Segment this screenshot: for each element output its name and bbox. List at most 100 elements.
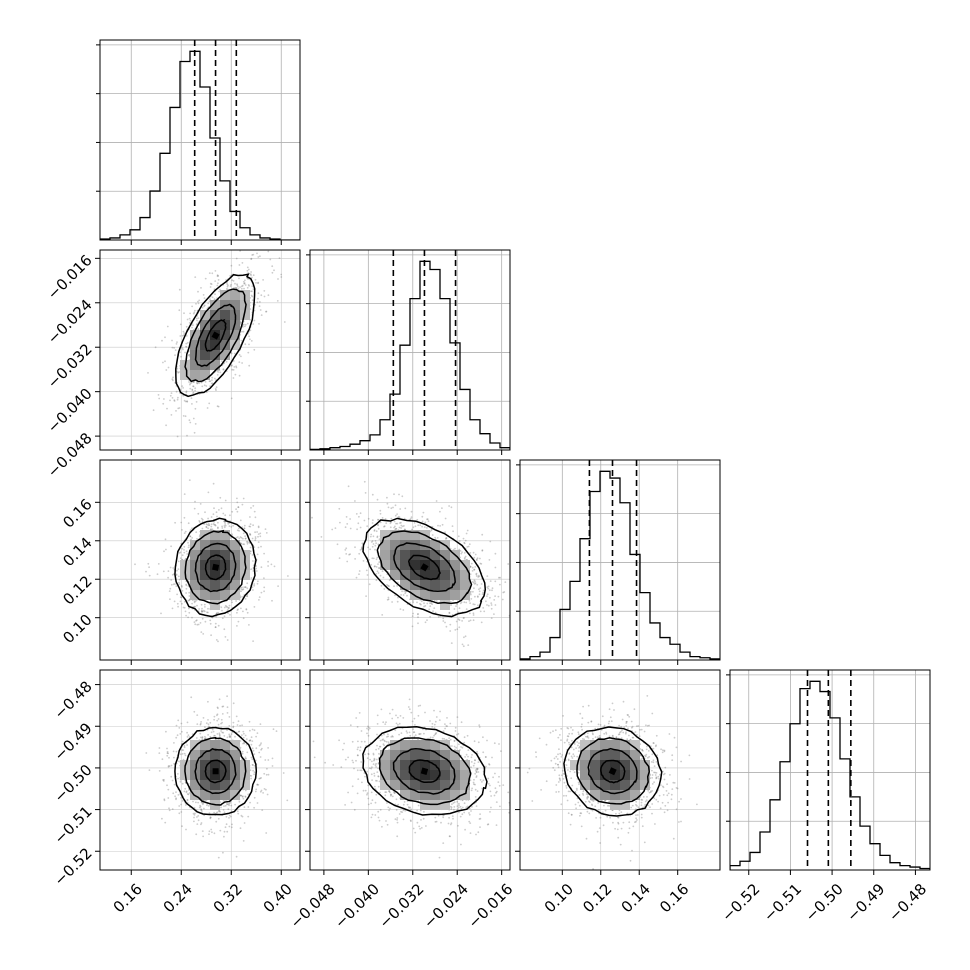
scatter-point bbox=[248, 624, 250, 626]
scatter-point bbox=[186, 553, 189, 555]
scatter-point bbox=[249, 532, 251, 535]
scatter-point bbox=[251, 299, 254, 302]
scatter-point bbox=[382, 576, 385, 579]
scatter-point bbox=[250, 294, 253, 297]
scatter-point bbox=[254, 531, 256, 534]
scatter-point bbox=[358, 552, 361, 555]
scatter-point bbox=[178, 727, 181, 729]
scatter-point bbox=[507, 563, 510, 565]
scatter-point bbox=[491, 589, 493, 592]
scatter-point bbox=[246, 542, 249, 545]
scatter-point bbox=[458, 626, 461, 629]
scatter-point bbox=[354, 546, 356, 549]
scatter-point bbox=[255, 747, 258, 750]
scatter-point bbox=[186, 318, 189, 321]
scatter-point bbox=[397, 596, 399, 599]
scatter-point bbox=[358, 515, 360, 518]
scatter-point bbox=[479, 587, 482, 589]
scatter-point bbox=[181, 554, 184, 557]
scatter-point bbox=[423, 602, 425, 605]
density-cell bbox=[220, 550, 230, 560]
scatter-point bbox=[453, 608, 456, 610]
scatter-point bbox=[378, 538, 381, 541]
scatter-point bbox=[432, 610, 434, 612]
scatter-point bbox=[472, 603, 475, 606]
scatter-point bbox=[192, 392, 195, 395]
scatter-point bbox=[212, 523, 215, 525]
scatter-point bbox=[233, 352, 236, 355]
scatter-point bbox=[203, 384, 206, 387]
scatter-point bbox=[229, 613, 231, 616]
scatter-point bbox=[217, 611, 220, 614]
scatter-point bbox=[212, 730, 215, 733]
scatter-point bbox=[262, 792, 264, 794]
scatter-point bbox=[134, 563, 136, 566]
scatter-point bbox=[494, 566, 497, 569]
scatter-point bbox=[481, 533, 484, 536]
scatter-point bbox=[241, 586, 243, 589]
scatter-point bbox=[375, 558, 378, 561]
scatter-point bbox=[468, 543, 471, 546]
scatter-point bbox=[414, 525, 417, 528]
scatter-point bbox=[334, 527, 337, 529]
scatter-point bbox=[523, 588, 525, 590]
scatter-point bbox=[493, 613, 495, 615]
scatter-point bbox=[260, 591, 263, 594]
scatter-point bbox=[246, 266, 249, 269]
scatter-point bbox=[239, 794, 242, 797]
grid-lines bbox=[310, 250, 510, 450]
scatter-point bbox=[174, 349, 177, 351]
density-cell bbox=[460, 560, 470, 570]
scatter-point bbox=[476, 557, 479, 560]
scatter-point bbox=[469, 592, 472, 595]
scatter-point bbox=[184, 557, 187, 560]
scatter-point bbox=[202, 294, 205, 296]
scatter-point bbox=[229, 275, 232, 277]
scatter-point bbox=[266, 767, 268, 770]
density-cell bbox=[200, 590, 210, 600]
scatter-point bbox=[422, 511, 425, 514]
scatter-point bbox=[193, 507, 196, 510]
scatter-point bbox=[277, 278, 279, 280]
scatter-point bbox=[493, 599, 496, 601]
scatter-point bbox=[175, 791, 177, 793]
scatter-point bbox=[251, 554, 254, 556]
scatter-point bbox=[200, 381, 203, 384]
scatter-point bbox=[448, 505, 450, 507]
scatter-point bbox=[403, 528, 406, 531]
scatter-point bbox=[385, 522, 388, 525]
scatter-point bbox=[401, 495, 404, 498]
scatter-point bbox=[254, 278, 257, 281]
scatter-point bbox=[196, 323, 198, 325]
scatter-point bbox=[182, 334, 185, 337]
scatter-point bbox=[193, 431, 196, 434]
scatter-point bbox=[246, 587, 249, 590]
scatter-point bbox=[248, 343, 250, 346]
scatter-point bbox=[219, 496, 222, 499]
scatter-point bbox=[183, 399, 186, 402]
histogram-steps bbox=[520, 470, 720, 660]
scatter-point bbox=[486, 586, 489, 589]
scatter-point bbox=[406, 594, 408, 597]
scatter-point bbox=[383, 525, 385, 528]
scatter-point bbox=[180, 596, 183, 599]
density-cell bbox=[440, 590, 450, 600]
scatter-point bbox=[240, 590, 243, 593]
scatter-point bbox=[251, 254, 254, 256]
scatter-point bbox=[423, 605, 425, 608]
scatter-point bbox=[244, 284, 247, 286]
scatter-point bbox=[375, 579, 378, 582]
scatter-point bbox=[463, 636, 465, 639]
scatter-point bbox=[217, 371, 220, 373]
scatter-point bbox=[220, 360, 223, 362]
scatter-point bbox=[207, 517, 210, 520]
scatter-point bbox=[250, 340, 253, 342]
scatter-point bbox=[487, 585, 490, 588]
scatter-point bbox=[263, 586, 266, 589]
scatter-point bbox=[449, 623, 452, 626]
scatter-point bbox=[435, 500, 438, 502]
scatter-point bbox=[161, 758, 164, 761]
scatter-point bbox=[216, 515, 218, 518]
scatter-point bbox=[474, 582, 477, 584]
scatter-point bbox=[169, 566, 172, 569]
